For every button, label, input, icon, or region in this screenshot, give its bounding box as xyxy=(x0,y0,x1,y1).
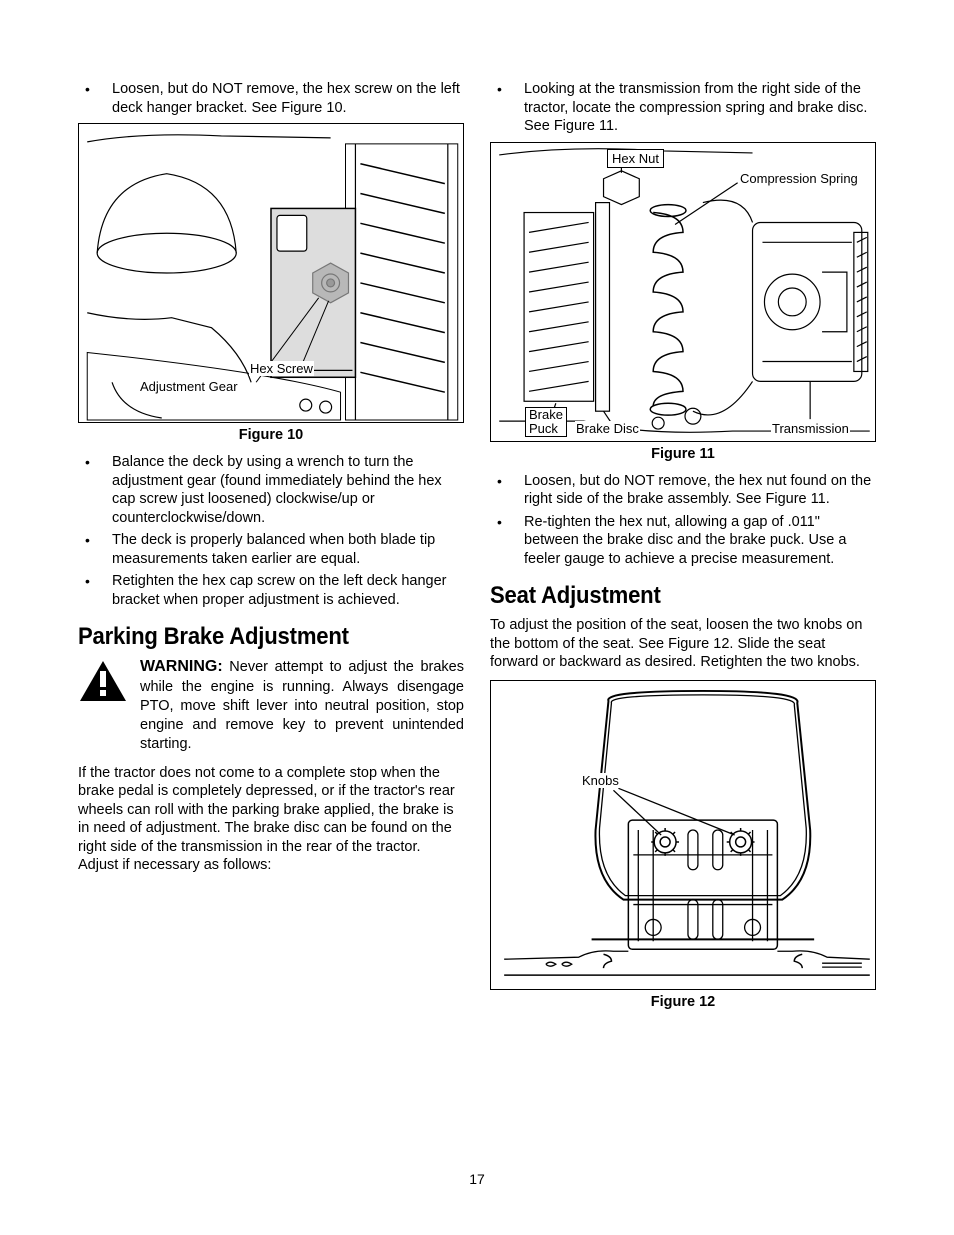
bullet-text: The deck is properly balanced when both … xyxy=(112,531,464,568)
bullet-icon: • xyxy=(78,572,112,609)
list-item: • Re-tighten the hex nut, allowing a gap… xyxy=(490,513,876,569)
list-item: • The deck is properly balanced when bot… xyxy=(78,531,464,568)
bullet-text: Looking at the transmission from the rig… xyxy=(524,80,876,136)
bullet-list-top-right: • Looking at the transmission from the r… xyxy=(490,80,876,136)
bullet-text: Retighten the hex cap screw on the left … xyxy=(112,572,464,609)
list-item: • Looking at the transmission from the r… xyxy=(490,80,876,136)
bullet-text: Re-tighten the hex nut, allowing a gap o… xyxy=(524,513,876,569)
figure-12-caption: Figure 12 xyxy=(490,994,876,1010)
heading-seat-adjustment: Seat Adjustment xyxy=(490,582,845,610)
list-item: • Loosen, but do NOT remove, the hex scr… xyxy=(78,80,464,117)
figure-10-box: Adjustment Gear Hex Screw xyxy=(78,123,464,423)
bullet-text: Balance the deck by using a wrench to tu… xyxy=(112,453,464,527)
body-paragraph: If the tractor does not come to a comple… xyxy=(78,764,464,875)
bullet-list-mid-left: • Balance the deck by using a wrench to … xyxy=(78,453,464,609)
warning-triangle-icon xyxy=(78,657,130,753)
figure-12-illustration xyxy=(491,681,875,989)
bullet-text: Loosen, but do NOT remove, the hex nut f… xyxy=(524,472,876,509)
bullet-text: Loosen, but do NOT remove, the hex screw… xyxy=(112,80,464,117)
bullet-icon: • xyxy=(78,453,112,527)
figure-11-box: Hex Nut Compression Spring BrakePuck Bra… xyxy=(490,142,876,442)
bullet-icon: • xyxy=(490,472,524,509)
figure-label-transmission: Transmission xyxy=(771,421,850,436)
warning-block: WARNING: Never attempt to adjust the bra… xyxy=(78,657,464,753)
figure-11-illustration xyxy=(491,143,875,441)
list-item: • Retighten the hex cap screw on the lef… xyxy=(78,572,464,609)
figure-label-adjustment-gear: Adjustment Gear xyxy=(139,379,239,394)
figure-label-compression-spring: Compression Spring xyxy=(739,171,859,186)
figure-label-hex-nut: Hex Nut xyxy=(607,149,664,168)
bullet-icon: • xyxy=(490,513,524,569)
bullet-icon: • xyxy=(78,531,112,568)
figure-10-illustration xyxy=(79,124,463,422)
bullet-icon: • xyxy=(78,80,112,117)
figure-label-brake-disc: Brake Disc xyxy=(575,421,640,436)
list-item: • Balance the deck by using a wrench to … xyxy=(78,453,464,527)
right-column: • Looking at the transmission from the r… xyxy=(490,80,876,1020)
figure-12-box: Knobs xyxy=(490,680,876,990)
bullet-list-top-left: • Loosen, but do NOT remove, the hex scr… xyxy=(78,80,464,117)
body-paragraph: To adjust the position of the seat, loos… xyxy=(490,616,876,672)
bullet-icon: • xyxy=(490,80,524,136)
warning-text: WARNING: Never attempt to adjust the bra… xyxy=(140,657,464,753)
figure-label-brake-puck: BrakePuck xyxy=(525,407,567,438)
figure-label-hex-screw: Hex Screw xyxy=(249,361,314,376)
figure-11-caption: Figure 11 xyxy=(490,446,876,462)
left-column: • Loosen, but do NOT remove, the hex scr… xyxy=(78,80,464,1020)
page-number: 17 xyxy=(0,1171,954,1187)
figure-10-caption: Figure 10 xyxy=(78,427,464,443)
figure-label-knobs: Knobs xyxy=(581,773,620,788)
heading-parking-brake: Parking Brake Adjustment xyxy=(78,623,433,651)
list-item: • Loosen, but do NOT remove, the hex nut… xyxy=(490,472,876,509)
warning-label: WARNING: xyxy=(140,658,223,675)
bullet-list-mid-right: • Loosen, but do NOT remove, the hex nut… xyxy=(490,472,876,569)
